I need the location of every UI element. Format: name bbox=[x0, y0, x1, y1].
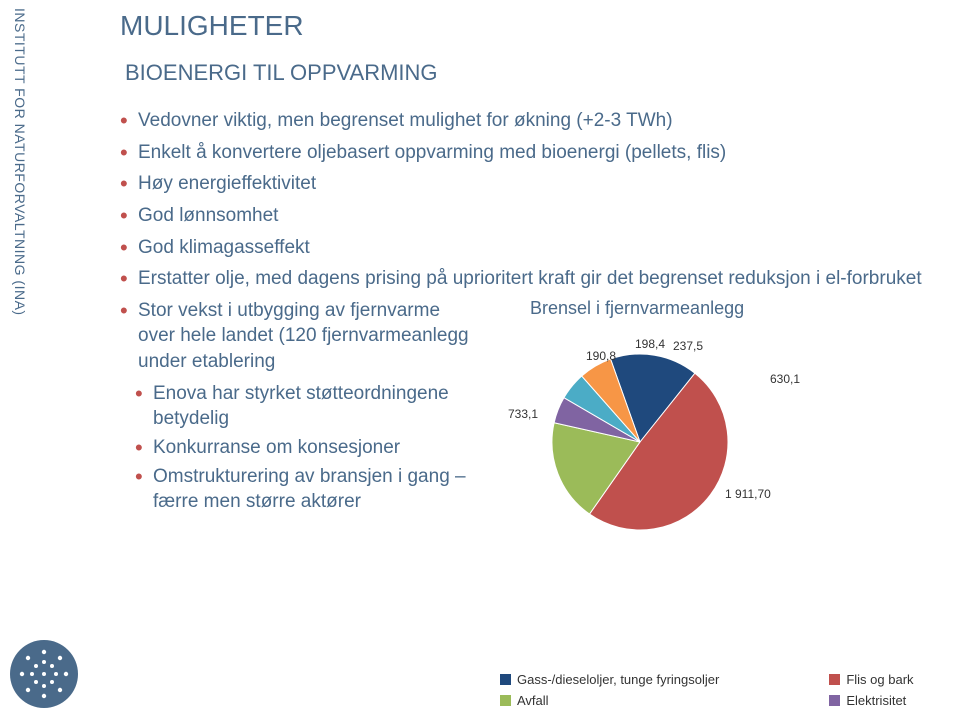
institute-logo-icon bbox=[8, 638, 80, 710]
legend-swatch-icon bbox=[829, 674, 840, 685]
pie-label: 198,4 bbox=[635, 337, 665, 351]
pie-label: 190,8 bbox=[586, 349, 616, 363]
page-title: MULIGHETER bbox=[120, 10, 940, 42]
legend-label: Avfall bbox=[517, 693, 549, 708]
bullet-list-lower: Stor vekst i utbygging av fjernvarme ove… bbox=[120, 298, 470, 375]
bullet-item: Stor vekst i utbygging av fjernvarme ove… bbox=[120, 298, 470, 375]
subbullet-item: Omstrukturering av bransjen i gang – fær… bbox=[135, 464, 470, 514]
subbullet-item: Konkurranse om konsesjoner bbox=[135, 435, 470, 460]
bullet-item: Vedovner viktig, men begrenset mulighet … bbox=[120, 108, 940, 134]
bullet-item: God klimagasseffekt bbox=[120, 235, 940, 261]
bullet-item: God lønnsomhet bbox=[120, 203, 940, 229]
legend-swatch-icon bbox=[829, 695, 840, 706]
pie-label: 237,5 bbox=[673, 339, 703, 353]
legend-item: Elektrisitet bbox=[829, 693, 913, 708]
bullet-item: Erstatter olje, med dagens prising på up… bbox=[120, 266, 940, 292]
chart-region: Brensel i fjernvarmeanlegg 733,1 190,8 1… bbox=[470, 298, 940, 547]
subbullet-item: Enova har styrket støtteordningene betyd… bbox=[135, 381, 470, 431]
pie-label: 733,1 bbox=[508, 407, 538, 421]
page-subtitle: BIOENERGI TIL OPPVARMING bbox=[125, 60, 940, 86]
legend-label: Flis og bark bbox=[846, 672, 913, 687]
subbullet-list: Enova har styrket støtteordningene betyd… bbox=[135, 381, 470, 514]
legend-label: Gass-/dieseloljer, tunge fyringsoljer bbox=[517, 672, 719, 687]
bullet-item: Høy energieffektivitet bbox=[120, 171, 940, 197]
bullet-item: Enkelt å konvertere oljebasert oppvarmin… bbox=[120, 140, 940, 166]
legend-item: Avfall bbox=[500, 693, 719, 708]
bullet-list: Vedovner viktig, men begrenset mulighet … bbox=[120, 108, 940, 292]
slide-content: MULIGHETER BIOENERGI TIL OPPVARMING Vedo… bbox=[110, 10, 940, 547]
chart-legend: Gass-/dieseloljer, tunge fyringsoljer Fl… bbox=[500, 672, 914, 708]
legend-swatch-icon bbox=[500, 674, 511, 685]
institute-label: INSTITUTT FOR NATURFORVALTNING (INA) bbox=[12, 8, 28, 316]
legend-swatch-icon bbox=[500, 695, 511, 706]
legend-item: Flis og bark bbox=[829, 672, 913, 687]
legend-label: Elektrisitet bbox=[846, 693, 906, 708]
chart-title: Brensel i fjernvarmeanlegg bbox=[530, 298, 940, 319]
pie-chart: 733,1 190,8 198,4 237,5 630,1 1 911,70 bbox=[490, 327, 810, 547]
legend-item: Gass-/dieseloljer, tunge fyringsoljer bbox=[500, 672, 719, 687]
pie-label: 1 911,70 bbox=[725, 487, 771, 501]
pie-label: 630,1 bbox=[770, 372, 800, 386]
